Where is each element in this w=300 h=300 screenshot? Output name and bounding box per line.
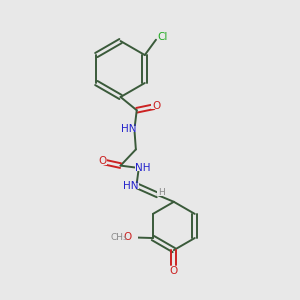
Bar: [99, 158, 107, 165]
Text: O: O: [153, 101, 161, 111]
Bar: [122, 126, 137, 132]
Bar: [170, 268, 178, 274]
Text: HN: HN: [123, 181, 139, 191]
Bar: [124, 183, 139, 190]
Bar: [116, 234, 138, 241]
Text: CH₃: CH₃: [110, 233, 127, 242]
Text: HN: HN: [121, 124, 137, 134]
Text: H: H: [158, 188, 165, 197]
Bar: [157, 190, 165, 196]
Bar: [151, 103, 159, 110]
Text: Cl: Cl: [157, 32, 168, 42]
Text: O: O: [123, 232, 131, 242]
Text: O: O: [98, 157, 106, 166]
Bar: [135, 165, 149, 171]
Text: NH: NH: [135, 163, 150, 173]
Text: O: O: [170, 266, 178, 276]
